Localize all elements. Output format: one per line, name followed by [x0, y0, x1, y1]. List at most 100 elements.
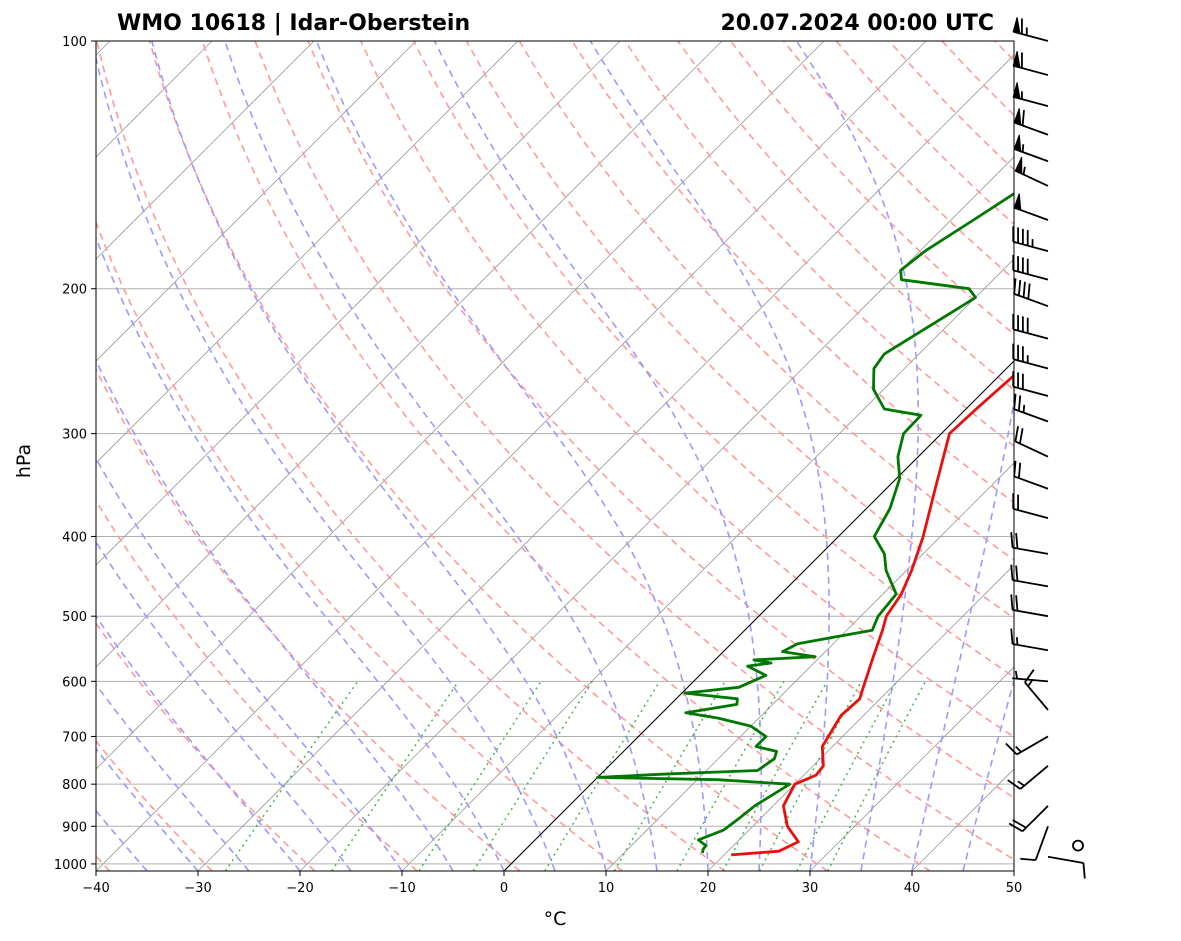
isotherm-line: [96, 41, 621, 566]
wind-barb: [1047, 855, 1086, 879]
mixing-ratio-line: [796, 681, 897, 871]
wind-barb: [1013, 278, 1049, 308]
wind-barb-feather: [1017, 462, 1022, 479]
wind-barb: [1007, 765, 1049, 790]
mixing-ratio-line: [676, 681, 785, 871]
wind-barb-half-feather: [1015, 745, 1022, 753]
wind-barb-pennant: [1014, 156, 1023, 175]
moist-adiabat-line: [96, 809, 148, 871]
isotherm-line: [96, 41, 825, 770]
moist-adiabat-line: [96, 614, 301, 871]
isotherm-line: [96, 41, 417, 362]
wind-barb-shaft: [1012, 240, 1049, 252]
y-tick-label: 900: [62, 820, 87, 835]
wind-barb: [1012, 51, 1049, 76]
wind-barb: [1012, 254, 1049, 281]
wind-barb-feather: [1008, 822, 1023, 833]
wind-barb-feather: [1082, 862, 1086, 879]
mixing-ratio-line: [331, 680, 460, 871]
wind-barbs: [1005, 17, 1086, 879]
dry-adiabat-line: [0, 41, 7, 871]
moist-adiabat-line: [96, 456, 403, 871]
wind-barb-shaft: [1019, 765, 1049, 790]
x-tick-label: 50: [1006, 881, 1023, 896]
temperature-profile-line: [731, 373, 1014, 857]
wind-barb-shaft: [1012, 328, 1049, 340]
wind-barb-pennant: [1012, 51, 1021, 69]
wind-barb: [1013, 108, 1049, 136]
wind-barb: [1072, 839, 1084, 852]
wind-barb-feather: [1014, 426, 1019, 442]
chart-title-datetime: 20.07.2024 00:00 UTC: [720, 11, 994, 36]
wind-barb-shaft: [1016, 735, 1049, 756]
moist-adiabat-line: [224, 41, 658, 871]
wind-barb-feather: [1012, 819, 1027, 829]
isotherm-line: [707, 564, 1014, 871]
dry-adiabat-line: [254, 41, 1014, 861]
wind-barb-pennant: [1013, 108, 1022, 126]
isotherm-line: [1116, 41, 1181, 871]
dry-adiabat-line: [1153, 41, 1181, 871]
isotherm-line: [299, 156, 1014, 871]
wind-barb-half-feather: [1027, 679, 1034, 687]
wind-barb-shaft: [1014, 440, 1049, 458]
wind-barb-feather: [1027, 283, 1031, 300]
moist-adiabat-line: [96, 235, 505, 871]
x-tick-label: 20: [700, 881, 717, 896]
wind-barb-shaft: [1013, 475, 1049, 490]
y-tick-label: 400: [62, 530, 87, 545]
profile-lines: [596, 191, 1014, 857]
isotherm-line: [96, 41, 315, 260]
moist-adiabat-line: [962, 678, 1014, 871]
y-tick-label: 800: [62, 778, 87, 793]
moist-adiabat-line: [315, 41, 709, 871]
wind-barb: [1005, 735, 1049, 756]
x-tick-label: −10: [388, 881, 415, 896]
dry-adiabat-line: [148, 41, 828, 871]
x-tick-label: −40: [82, 881, 109, 896]
x-tick-label: 40: [904, 881, 921, 896]
wind-barb: [1013, 134, 1049, 163]
dry-adiabat-line: [571, 41, 1014, 504]
wind-barb-shaft: [1013, 293, 1049, 308]
moist-adiabat-line: [433, 41, 763, 871]
wind-barb: [1012, 17, 1049, 42]
wind-barb-feather: [1024, 669, 1035, 683]
wind-barb-shaft: [1012, 643, 1049, 652]
isotherm-line: [96, 41, 723, 668]
wind-barb-half-feather: [1022, 166, 1026, 175]
isotherm-line: [1013, 870, 1014, 871]
dry-adiabat-line: [994, 41, 1014, 62]
wind-barb-feather: [1022, 281, 1026, 298]
dry-adiabat-line: [307, 41, 1014, 799]
y-tick-label: 100: [62, 35, 87, 50]
dry-adiabat-line: [96, 220, 623, 871]
isotherm-line: [809, 666, 1014, 871]
wind-barb: [1020, 825, 1049, 861]
moist-adiabat-line: [96, 55, 556, 871]
y-tick-label: 200: [62, 283, 87, 298]
wind-barb-shaft: [1012, 385, 1049, 397]
wind-barb-pennant: [1013, 134, 1022, 153]
dry-adiabat-line: [96, 499, 418, 871]
x-tick-label: 0: [500, 881, 508, 896]
moist-adiabat-line: [589, 41, 830, 871]
wind-barb-calm-circle: [1072, 839, 1084, 852]
wind-barb-half-feather: [1022, 404, 1026, 413]
wind-barb-feather: [1010, 532, 1014, 548]
x-tick-label: 10: [598, 881, 615, 896]
background-lines: [0, 41, 1181, 871]
dry-adiabat-line: [96, 622, 316, 871]
wind-barb: [1013, 393, 1049, 423]
moist-adiabat-line: [96, 359, 454, 871]
wind-barb-shaft: [1012, 579, 1049, 588]
wind-barb-feather: [1010, 564, 1014, 581]
y-tick-label: 500: [62, 610, 87, 625]
isotherm-line: [96, 41, 927, 871]
dry-adiabat-line: [96, 41, 726, 871]
wind-barb-feather: [1017, 280, 1022, 296]
x-tick-label: −20: [286, 881, 313, 896]
wind-barb-feather: [1010, 594, 1014, 611]
x-axis: −40 −30 −20 −10 0 10 20 30 40 50: [82, 871, 1022, 896]
dewpoint-profile-line: [596, 191, 1014, 854]
